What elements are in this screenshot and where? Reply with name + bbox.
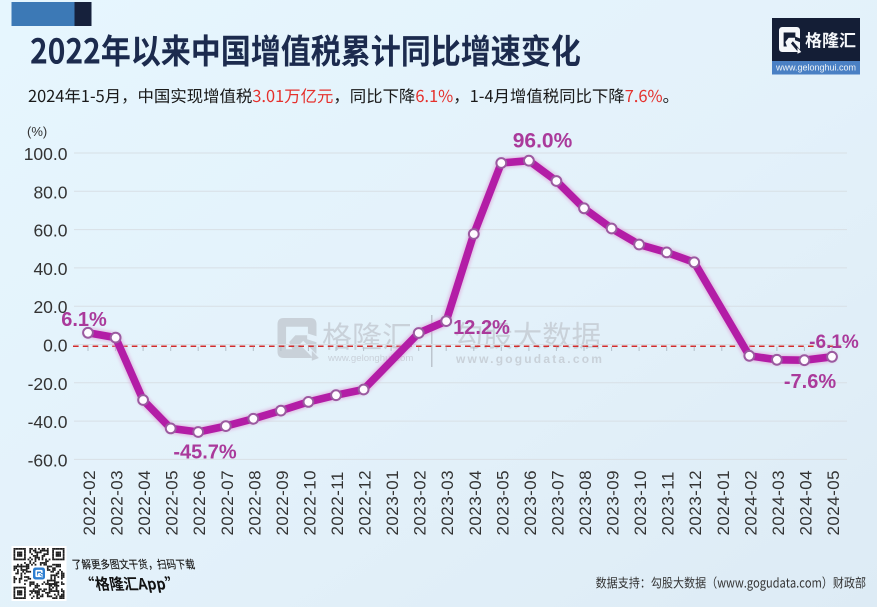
svg-text:-60.0: -60.0 — [28, 450, 68, 470]
svg-text:2022-12: 2022-12 — [356, 470, 375, 536]
svg-text:2023-10: 2023-10 — [631, 470, 650, 536]
svg-text:www.gelonghui.com: www.gelonghui.com — [327, 353, 413, 364]
svg-text:2023-06: 2023-06 — [521, 470, 540, 536]
svg-text:60.0: 60.0 — [33, 221, 67, 241]
svg-text:2022-06: 2022-06 — [190, 470, 209, 536]
svg-text:(%): (%) — [27, 124, 47, 139]
svg-text:2024-05: 2024-05 — [824, 470, 843, 536]
svg-text:100.0: 100.0 — [24, 144, 68, 164]
svg-text:2024-04: 2024-04 — [796, 470, 815, 536]
svg-text:-7.6%: -7.6% — [784, 371, 836, 393]
svg-text:0.0: 0.0 — [43, 336, 68, 356]
svg-text:2023-07: 2023-07 — [548, 470, 567, 536]
svg-text:2022-02: 2022-02 — [80, 470, 99, 536]
svg-text:80.0: 80.0 — [33, 182, 67, 202]
svg-text:2023-11: 2023-11 — [659, 471, 678, 535]
svg-text:2023-02: 2023-02 — [411, 470, 430, 536]
svg-text:www.gogudata.com: www.gogudata.com — [455, 352, 604, 366]
svg-text:2024-01: 2024-01 — [714, 470, 733, 536]
svg-text:-20.0: -20.0 — [28, 374, 68, 394]
svg-text:2022-07: 2022-07 — [218, 470, 237, 536]
svg-text:www.gelonghui.com: www.gelonghui.com — [775, 63, 856, 73]
svg-text:2022-04: 2022-04 — [135, 470, 154, 536]
svg-text:2023-12: 2023-12 — [686, 470, 705, 536]
svg-text:-6.1%: -6.1% — [809, 332, 859, 353]
svg-text:2023-09: 2023-09 — [604, 470, 623, 536]
svg-text:2022-10: 2022-10 — [300, 470, 319, 536]
svg-text:40.0: 40.0 — [33, 259, 67, 279]
svg-text:2023-03: 2023-03 — [438, 470, 457, 536]
svg-text:96.0%: 96.0% — [513, 130, 573, 153]
svg-text:2023-01: 2023-01 — [383, 470, 402, 536]
svg-text:2023-08: 2023-08 — [576, 470, 595, 536]
svg-text:2022-11: 2022-11 — [328, 471, 347, 535]
svg-text:12.2%: 12.2% — [453, 317, 510, 339]
svg-text:2022-03: 2022-03 — [108, 470, 127, 536]
svg-text:2024-02: 2024-02 — [741, 470, 760, 536]
svg-text:-40.0: -40.0 — [28, 412, 68, 432]
svg-text:2022-05: 2022-05 — [163, 470, 182, 536]
svg-text:20.0: 20.0 — [33, 297, 67, 317]
svg-text:2023-05: 2023-05 — [493, 470, 512, 536]
svg-text:2022-09: 2022-09 — [273, 470, 292, 536]
svg-text:-45.7%: -45.7% — [173, 442, 237, 464]
svg-text:2024-03: 2024-03 — [769, 470, 788, 536]
svg-text:2022-08: 2022-08 — [245, 470, 264, 536]
svg-text:6.1%: 6.1% — [61, 309, 107, 331]
svg-text:2023-04: 2023-04 — [466, 470, 485, 536]
